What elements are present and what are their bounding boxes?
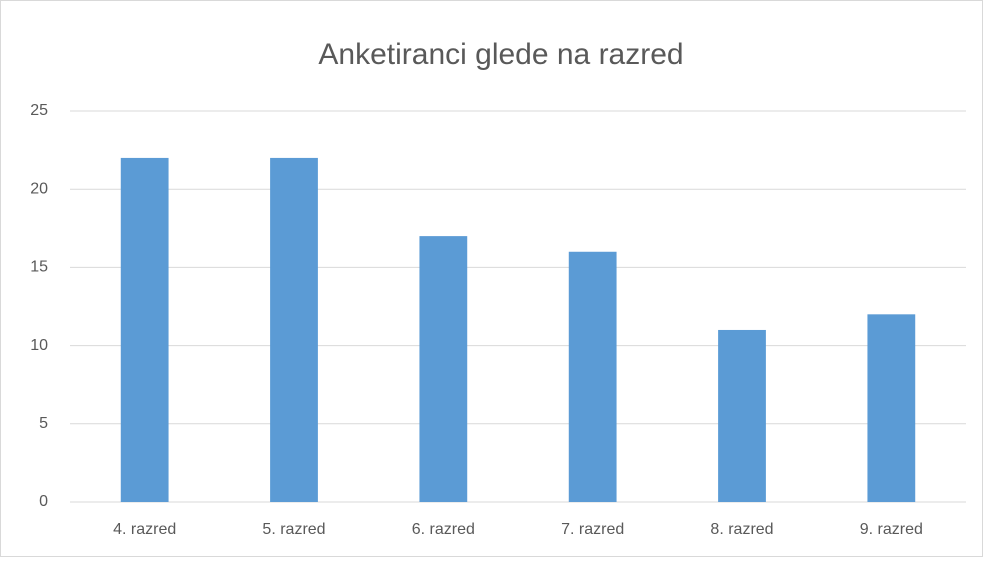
y-tick-label: 0 bbox=[39, 493, 48, 510]
chart-title: Anketiranci glede na razred bbox=[318, 38, 683, 71]
y-tick-label: 10 bbox=[30, 337, 48, 354]
bar bbox=[120, 157, 169, 503]
x-tick-label: 6. razred bbox=[412, 521, 475, 538]
x-tick-label: 7. razred bbox=[561, 521, 624, 538]
bar bbox=[867, 314, 916, 502]
x-tick-label: 5. razred bbox=[262, 521, 325, 538]
x-tick-label: 9. razred bbox=[860, 521, 923, 538]
y-tick-label: 25 bbox=[30, 102, 48, 119]
bar bbox=[419, 236, 468, 502]
bar bbox=[568, 251, 617, 502]
x-tick-label: 4. razred bbox=[113, 521, 176, 538]
bar bbox=[718, 329, 766, 502]
y-tick-label: 5 bbox=[39, 415, 48, 432]
bar bbox=[270, 157, 318, 503]
y-tick-label: 20 bbox=[30, 180, 48, 197]
x-tick-label: 8. razred bbox=[710, 521, 773, 538]
y-tick-label: 15 bbox=[30, 259, 48, 276]
